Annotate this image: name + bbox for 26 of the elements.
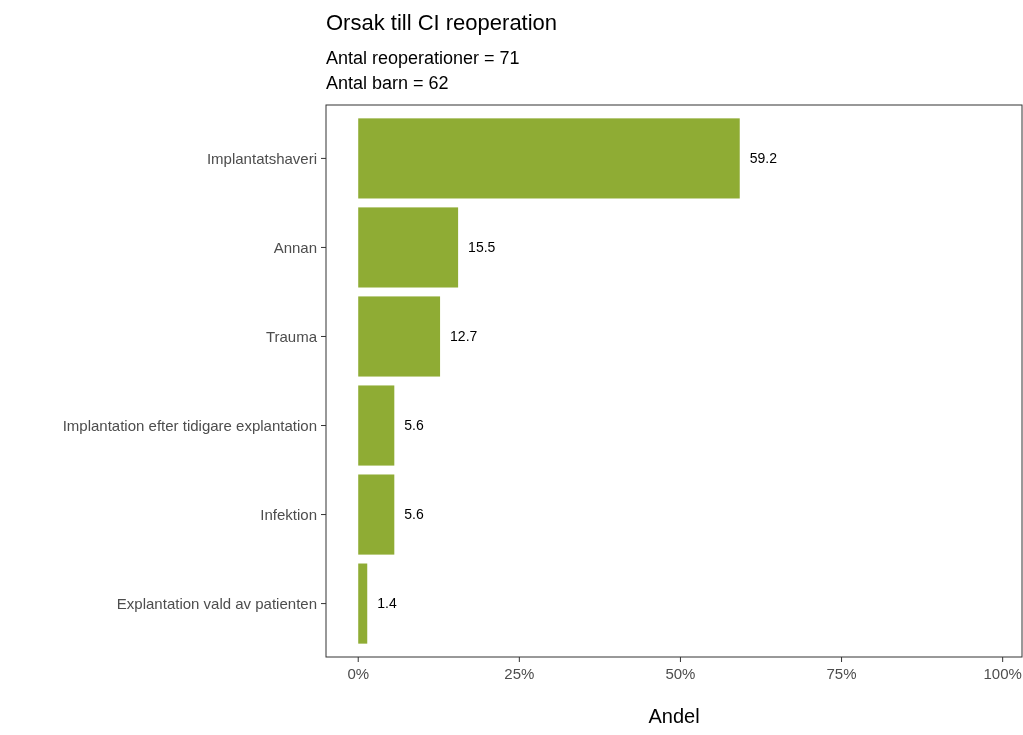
data-label: 12.7 (450, 328, 478, 345)
x-tick-label: 50% (665, 665, 696, 682)
y-tick-label: Trauma (265, 327, 318, 345)
x-tick-label: 0% (347, 665, 370, 682)
data-label: 1.4 (377, 595, 397, 612)
y-tick-label: Explantation vald av patienten (116, 594, 317, 612)
y-tick-label: Implantatshaveri (206, 149, 317, 167)
bar (358, 563, 368, 644)
bar (358, 474, 395, 555)
bar (358, 296, 441, 377)
chart-title: Orsak till CI reoperation (326, 10, 558, 35)
bar (358, 385, 395, 466)
x-tick-label: 75% (826, 665, 857, 682)
x-axis-title: Andel (648, 705, 700, 727)
bar (358, 207, 459, 288)
data-label: 5.6 (404, 417, 424, 434)
data-label: 59.2 (749, 150, 778, 167)
y-tick-label: Implantation efter tidigare explantation (62, 416, 317, 434)
x-tick-label: 100% (983, 665, 1022, 682)
data-label: 15.5 (468, 239, 496, 256)
chart-subtitle: Antal reoperationer = 71 Antal barn = 62 (326, 48, 520, 93)
y-tick-label: Infektion (260, 505, 317, 523)
x-tick-label: 25% (504, 665, 535, 682)
y-tick-label: Annan (273, 238, 317, 256)
data-label: 5.6 (404, 506, 424, 523)
bar (358, 118, 740, 199)
